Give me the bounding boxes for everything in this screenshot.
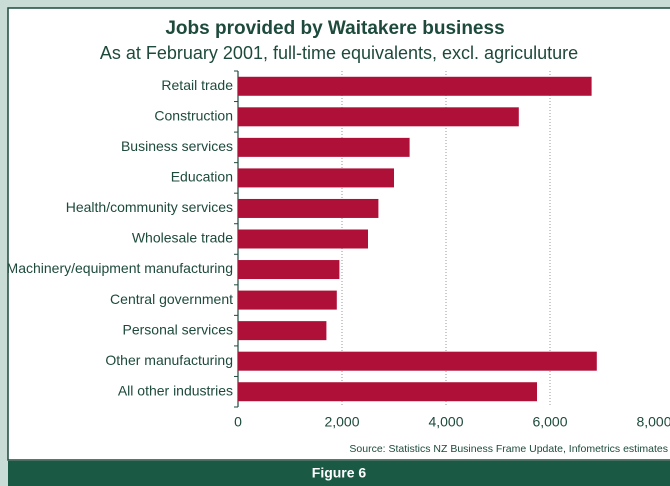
footer-bar (8, 461, 670, 486)
bar (238, 321, 327, 341)
bar (238, 107, 519, 127)
x-tick-label: 0 (234, 414, 242, 430)
bar (238, 229, 368, 249)
bar (238, 137, 410, 157)
y-tick-label: Central government (110, 291, 233, 307)
chart-subtitle: As at February 2001, full-time equivalen… (100, 43, 578, 63)
y-tick-label: Other manufacturing (105, 352, 233, 368)
y-tick-label: Health/community services (66, 199, 233, 215)
y-tick-label: Machinery/equipment manufacturing (7, 260, 233, 276)
y-tick-label: Construction (154, 108, 233, 124)
y-tick-label: All other industries (118, 382, 233, 398)
x-tick-label: 8,000 (636, 414, 670, 430)
bar (238, 290, 337, 310)
bar (238, 76, 592, 96)
x-tick-label: 2,000 (324, 414, 359, 430)
y-tick-label: Education (171, 169, 233, 185)
y-tick-label: Personal services (123, 321, 234, 337)
bar (238, 168, 394, 188)
bar (238, 351, 597, 371)
y-tick-label: Business services (121, 138, 233, 154)
source-note: Source: Statistics NZ Business Frame Upd… (349, 443, 668, 455)
y-tick-label: Retail trade (161, 77, 233, 93)
y-tick-label: Wholesale trade (132, 230, 233, 246)
x-tick-label: 6,000 (532, 414, 567, 430)
bar (238, 260, 340, 280)
chart-title: Jobs provided by Waitakere business (165, 18, 504, 39)
bar (238, 198, 379, 218)
figure-label: Figure 6 (312, 465, 367, 481)
bar (238, 382, 537, 402)
x-tick-label: 4,000 (428, 414, 463, 430)
